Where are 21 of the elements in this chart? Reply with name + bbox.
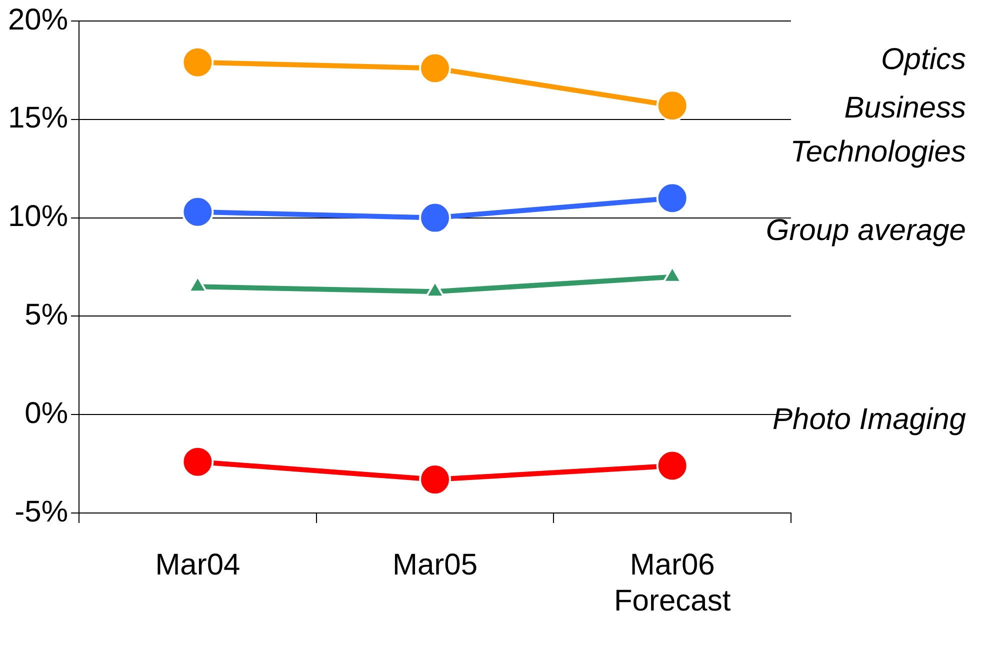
y-tick-label: 5% bbox=[24, 298, 68, 332]
x-tick-label: Mar06 Forecast bbox=[614, 548, 732, 618]
text: Group average bbox=[766, 214, 966, 248]
y-tick-label: 15% bbox=[8, 102, 68, 135]
text: Optics bbox=[880, 42, 966, 76]
text: Business Technologies bbox=[790, 91, 966, 168]
point bbox=[656, 182, 688, 214]
point bbox=[656, 450, 688, 482]
x-tick-label: Mar05 bbox=[392, 548, 478, 582]
text: Photo Imaging bbox=[772, 403, 966, 436]
x-tick-label: Mar04 bbox=[155, 548, 240, 582]
point bbox=[182, 196, 214, 228]
point bbox=[656, 90, 688, 122]
point bbox=[419, 202, 452, 234]
y-tick-label: 10% bbox=[8, 200, 68, 234]
y-tick-label: 0% bbox=[24, 396, 68, 430]
y-tick-label: 20% bbox=[8, 3, 68, 36]
point bbox=[182, 446, 214, 478]
point bbox=[419, 52, 452, 84]
y-tick-label: -5% bbox=[14, 495, 68, 528]
point bbox=[182, 46, 214, 78]
